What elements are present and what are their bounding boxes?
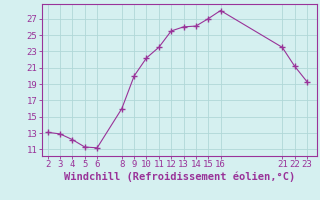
X-axis label: Windchill (Refroidissement éolien,°C): Windchill (Refroidissement éolien,°C) [64,172,295,182]
